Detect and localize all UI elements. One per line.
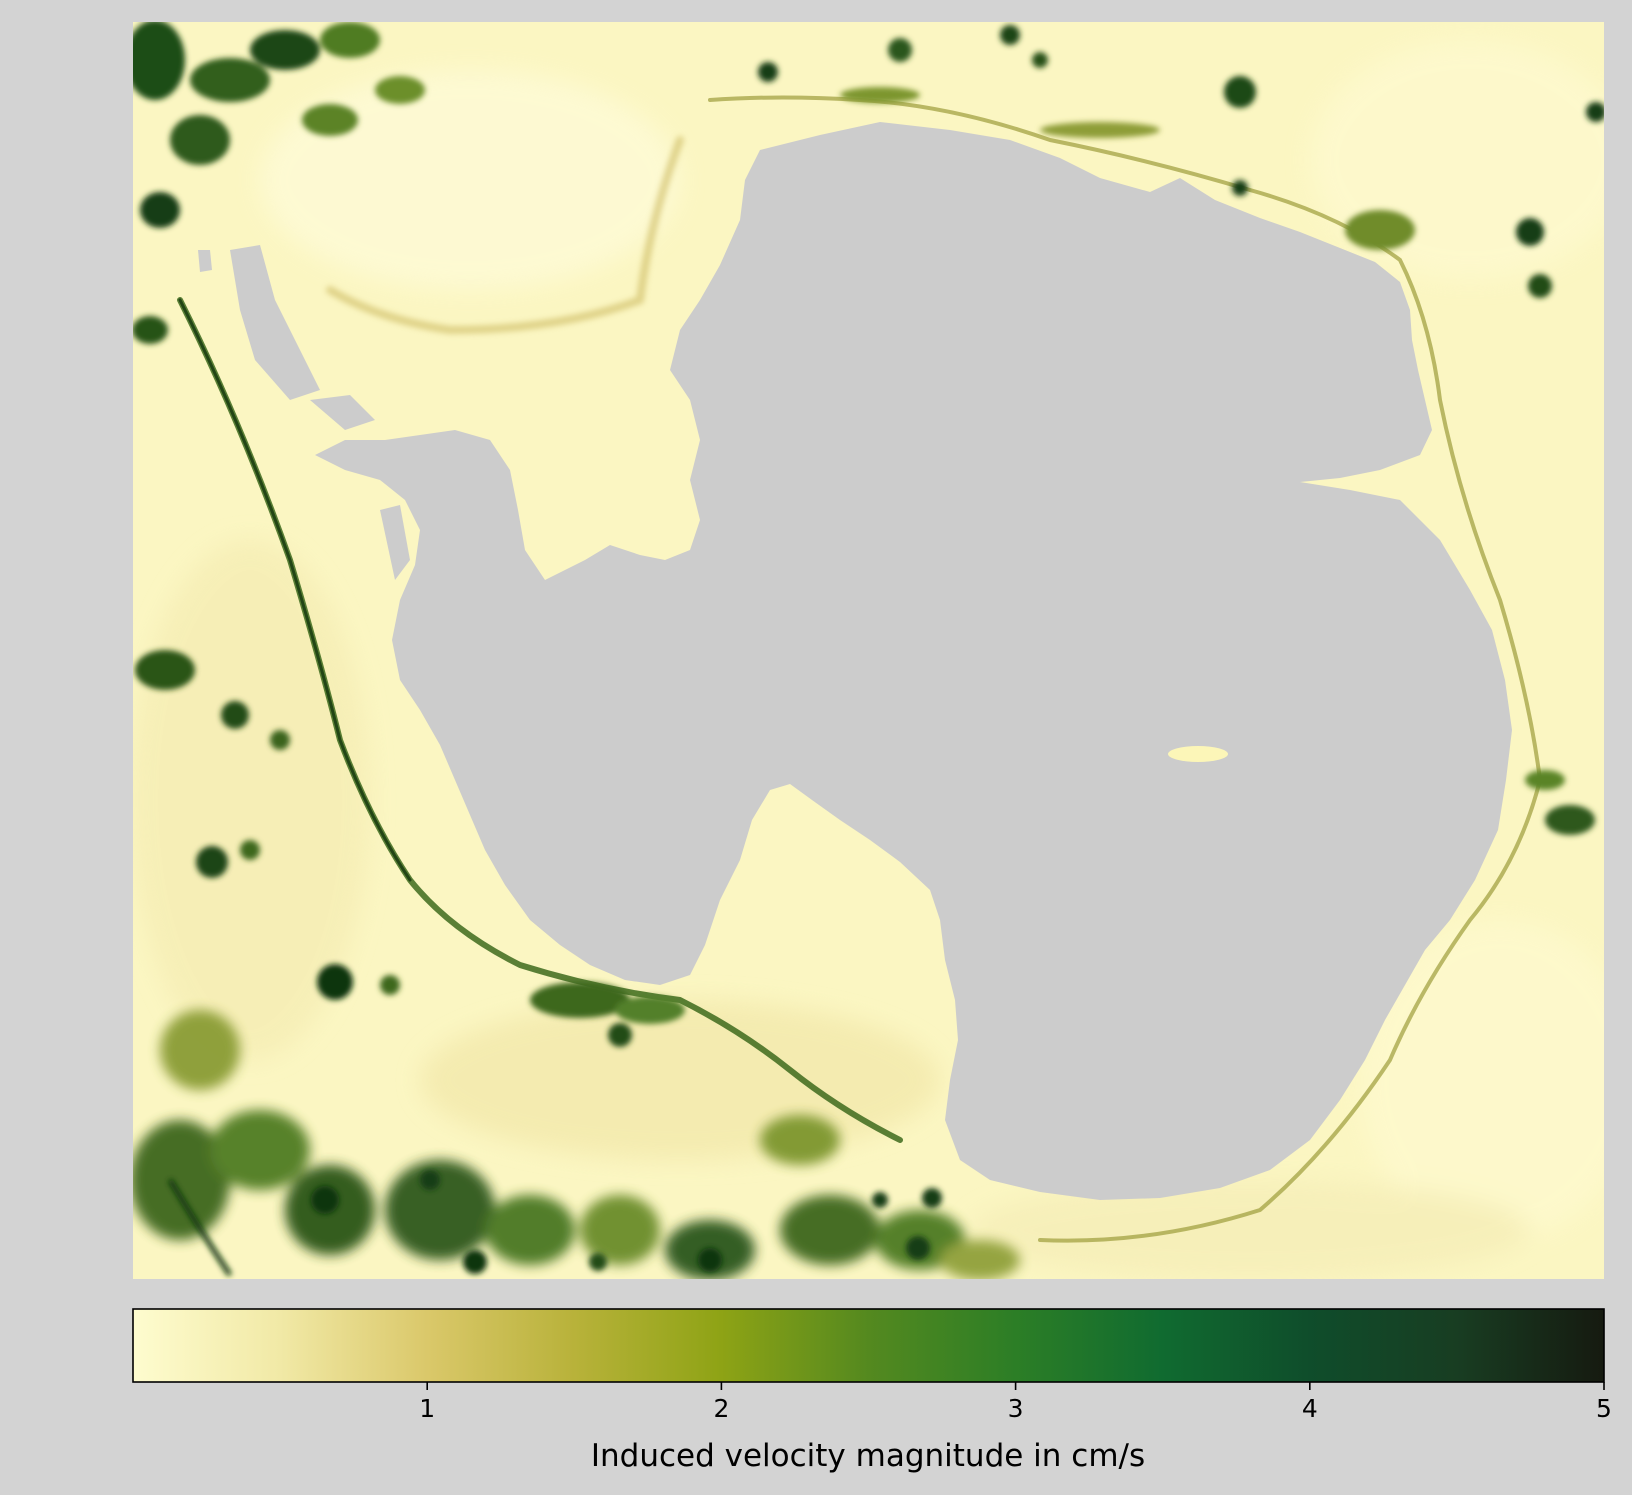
- colorbar-tick-label: 3: [1008, 1394, 1024, 1423]
- land-inlet: [615, 430, 648, 496]
- antarctica-land: [315, 122, 1512, 1200]
- colorbar-tick-label: 2: [713, 1394, 729, 1423]
- western-coastal-islands: [198, 245, 410, 580]
- front-lines: [177, 95, 1543, 1243]
- colorbar-tick-label: 5: [1596, 1394, 1612, 1423]
- colorbar-tick-label: 1: [419, 1394, 435, 1423]
- ice-shelf-east: [1168, 746, 1228, 762]
- colorbar-ticks: 1 2 3 4 5: [419, 1382, 1612, 1423]
- colorbar: 1 2 3 4 5 Induced velocity magnitude in cm/s: [132, 1308, 1612, 1474]
- colorbar-bar: [132, 1308, 1605, 1383]
- map-panel: [133, 22, 1604, 1279]
- colorbar-tick-label: 4: [1302, 1394, 1318, 1423]
- eddy-field: [133, 22, 1604, 1279]
- colorbar-label: Induced velocity magnitude in cm/s: [591, 1438, 1145, 1474]
